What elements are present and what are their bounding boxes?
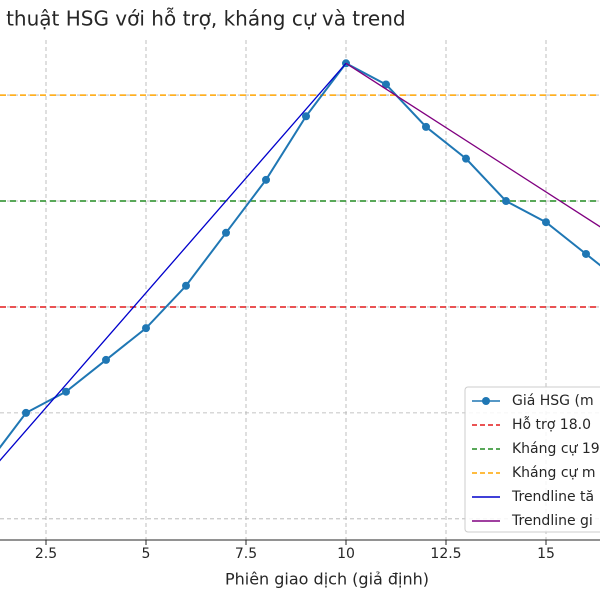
legend-label: Trendline gi <box>511 513 593 529</box>
x-tick-label: 12.5 <box>430 546 461 562</box>
x-tick-label: 2.5 <box>35 546 57 562</box>
point <box>182 281 190 290</box>
chart-title: Biểu đồ kỹ thuật HSG với hỗ trợ, kháng c… <box>0 7 406 31</box>
point <box>62 387 70 396</box>
point <box>422 122 430 131</box>
x-axis-label: Phiên giao dịch (giả định) <box>225 570 429 589</box>
series-line <box>345 62 600 228</box>
point <box>382 80 390 89</box>
x-tick-label: 5 <box>142 546 151 562</box>
point <box>262 175 270 184</box>
series-line <box>0 62 347 462</box>
x-tick-label: 7.5 <box>235 546 257 562</box>
legend-label: Hỗ trợ 18.0 <box>512 416 591 433</box>
point <box>582 249 590 258</box>
point <box>502 197 510 206</box>
point <box>462 154 470 163</box>
point <box>22 408 30 417</box>
legend-marker <box>482 397 490 405</box>
legend-label: Kháng cự 19 <box>512 441 600 457</box>
point <box>542 218 550 227</box>
x-tick-label: 10 <box>337 546 355 562</box>
legend-label: Trendline tă <box>511 489 594 505</box>
point <box>142 324 150 333</box>
point <box>222 228 230 237</box>
point <box>102 355 110 364</box>
point <box>302 112 310 121</box>
legend-label: Kháng cự m <box>512 465 596 481</box>
legend-box <box>464 386 600 533</box>
x-tick-label: 15 <box>537 546 555 562</box>
legend-label: Giá HSG (m <box>512 393 594 409</box>
